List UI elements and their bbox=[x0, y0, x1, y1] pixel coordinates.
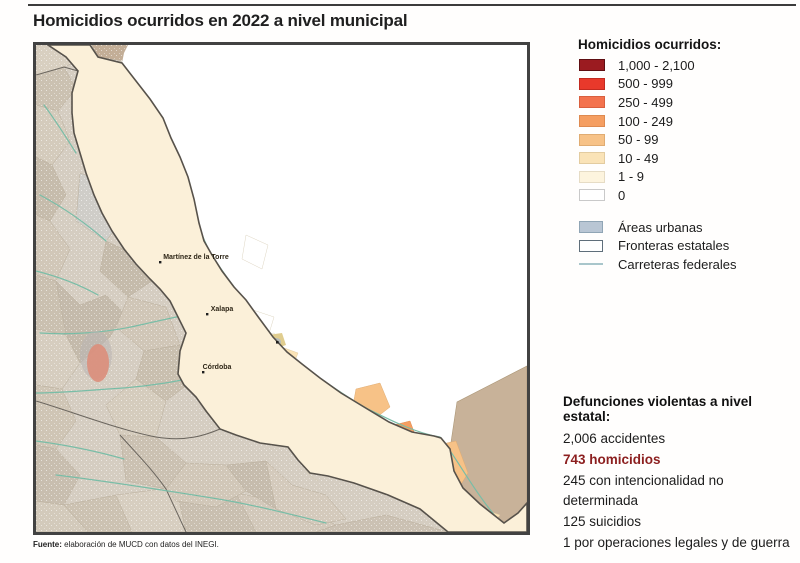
legend-swatch-1000-2100 bbox=[579, 59, 605, 72]
choropleth-map: Martínez de la Torre Xalapa Córdoba bbox=[33, 42, 530, 535]
stat-undetermined: 245 con intencionalidad no determinada bbox=[563, 472, 724, 509]
legend-swatch-10-49 bbox=[579, 152, 605, 165]
legend-class-list: 1,000 - 2,100 500 - 999 250 - 499 100 - … bbox=[579, 56, 695, 205]
legend-swatch-federal-roads-box bbox=[579, 258, 603, 270]
map-label-cordoba: Córdoba bbox=[203, 364, 232, 371]
legend-swatch-100-249 bbox=[579, 115, 605, 128]
legend-row: Fronteras estatales bbox=[579, 237, 737, 256]
legend-row: 100 - 249 bbox=[579, 112, 695, 131]
legend-label: Fronteras estatales bbox=[618, 238, 730, 254]
legend-swatch-50-99 bbox=[579, 133, 605, 146]
legend-row: 1,000 - 2,100 bbox=[579, 56, 695, 75]
map-label-xalapa: Xalapa bbox=[211, 306, 234, 313]
stats-list: 2,006 accidentes 743 homicidios 245 con … bbox=[563, 429, 800, 554]
legend-swatch-0 bbox=[579, 189, 605, 202]
stats-title: Defunciones violentas a nivel estatal: bbox=[563, 394, 753, 424]
source-note: Fuente: elaboración de MUCD con datos de… bbox=[33, 540, 219, 549]
source-text: elaboración de MUCD con datos del INEGI. bbox=[61, 540, 219, 549]
legend-label: 100 - 249 bbox=[618, 113, 673, 129]
legend-row: 250 - 499 bbox=[579, 93, 695, 112]
map-canvas: Martínez de la Torre Xalapa Córdoba bbox=[36, 45, 527, 532]
legend-label: Áreas urbanas bbox=[618, 219, 703, 235]
legend-row: 500 - 999 bbox=[579, 75, 695, 94]
stat-accidents: 2,006 accidentes bbox=[563, 431, 666, 446]
neighbor-state-borders bbox=[36, 66, 221, 532]
legend-swatch-federal-roads bbox=[579, 263, 603, 266]
legend-swatch-250-499 bbox=[579, 96, 605, 109]
legend-label: Carreteras federales bbox=[618, 256, 737, 272]
stat-legal-operations: 1 por operaciones legales y de guerra bbox=[563, 534, 790, 550]
legend-label: 1,000 - 2,100 bbox=[618, 57, 695, 73]
legend-label: 250 - 499 bbox=[618, 94, 673, 110]
map-label-martinez-de-la-torre: Martínez de la Torre bbox=[163, 254, 229, 261]
legend-label: 0 bbox=[618, 187, 626, 203]
legend-swatch-state-borders bbox=[579, 239, 603, 252]
page-title: Homicidios ocurridos en 2022 a nivel mun… bbox=[33, 11, 408, 30]
legend-overlay-list: Áreas urbanas Fronteras estatales Carret… bbox=[579, 218, 737, 274]
stat-homicides: 743 homicidios bbox=[563, 451, 661, 467]
sea bbox=[122, 45, 527, 449]
legend-label: 1 - 9 bbox=[618, 169, 645, 185]
top-divider bbox=[28, 4, 796, 6]
legend-row: 10 - 49 bbox=[579, 149, 695, 168]
source-prefix: Fuente: bbox=[33, 540, 62, 549]
stat-suicides: 125 suicidios bbox=[563, 514, 642, 530]
legend-title: Homicidios ocurridos: bbox=[578, 37, 722, 52]
legend-row: 0 bbox=[579, 186, 695, 205]
legend-label: 500 - 999 bbox=[618, 76, 673, 92]
legend-row: Carreteras federales bbox=[579, 255, 737, 274]
legend-swatch-urban-areas bbox=[579, 221, 603, 234]
legend-label: 50 - 99 bbox=[618, 132, 659, 148]
legend-swatch-500-999 bbox=[579, 77, 605, 90]
legend-row: 50 - 99 bbox=[579, 130, 695, 149]
legend-row: 1 - 9 bbox=[579, 168, 695, 187]
city-markers bbox=[159, 261, 279, 374]
legend-label: 10 - 49 bbox=[618, 150, 659, 166]
legend-swatch-1-9 bbox=[579, 170, 605, 183]
legend-row: Áreas urbanas bbox=[579, 218, 737, 237]
